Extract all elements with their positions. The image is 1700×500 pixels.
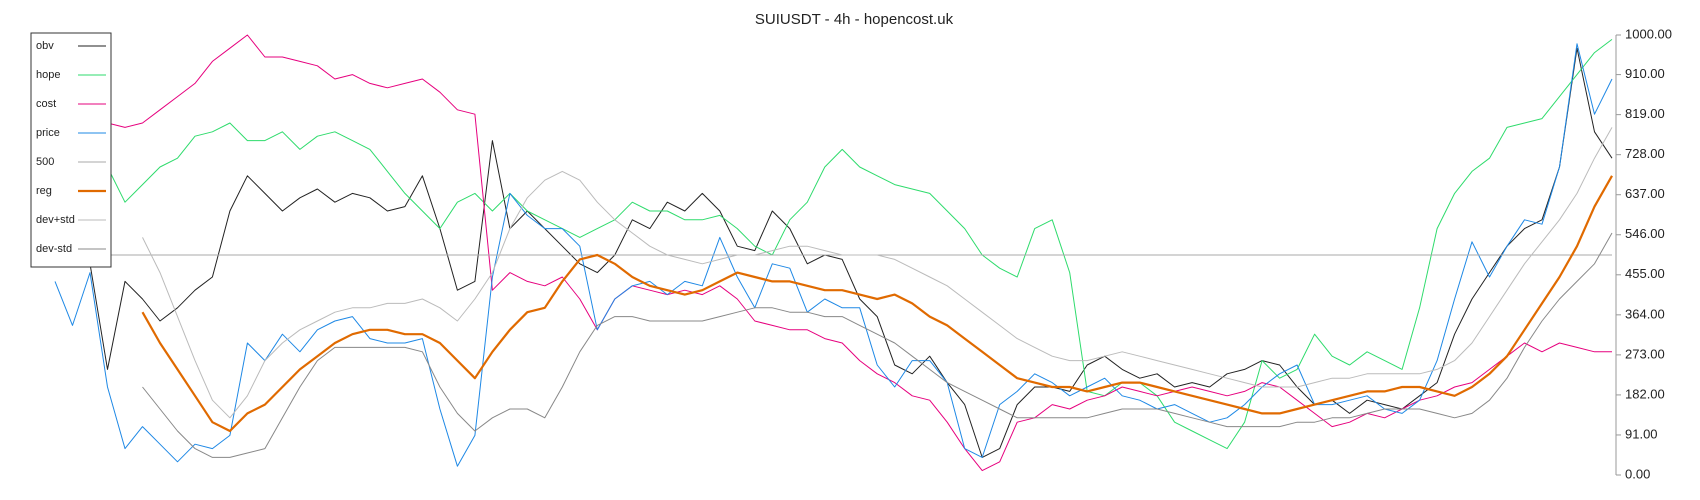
y-tick-label: 910.00 [1625, 66, 1665, 81]
y-tick-label: 728.00 [1625, 146, 1665, 161]
legend-label: 500 [36, 156, 54, 168]
chart-title: SUIUSDT - 4h - hopencost.uk [755, 11, 954, 28]
series-line [54, 47, 1613, 458]
series-line [142, 127, 1613, 419]
legend: obv hope cost price 500 reg dev+std dev-std [30, 32, 112, 268]
y-tick-label: 819.00 [1625, 106, 1665, 121]
legend-label: dev-std [36, 243, 72, 255]
series-line [54, 34, 1612, 472]
series-line [54, 43, 1613, 467]
legend-label: hope [36, 69, 60, 81]
series-line [54, 39, 1613, 450]
y-tick-label: 637.00 [1625, 186, 1665, 201]
legend-label: cost [36, 98, 56, 110]
y-tick-label: 0.00 [1625, 466, 1650, 481]
legend-label: price [36, 127, 60, 139]
y-tick-label: 546.00 [1625, 226, 1665, 241]
legend-label: obv [36, 40, 54, 52]
y-tick-label: 455.00 [1625, 266, 1665, 281]
legend-label: dev+std [36, 214, 75, 226]
legend-label: reg [36, 185, 52, 197]
series-line [141, 175, 1613, 433]
series-line [142, 232, 1613, 458]
y-tick-label: 364.00 [1625, 306, 1665, 321]
y-tick-label: 1000.00 [1625, 26, 1672, 41]
legend-box [30, 32, 112, 268]
y-tick-label: 182.00 [1625, 386, 1665, 401]
y-tick-label: 273.00 [1625, 346, 1665, 361]
y-tick-label: 91.00 [1625, 426, 1658, 441]
